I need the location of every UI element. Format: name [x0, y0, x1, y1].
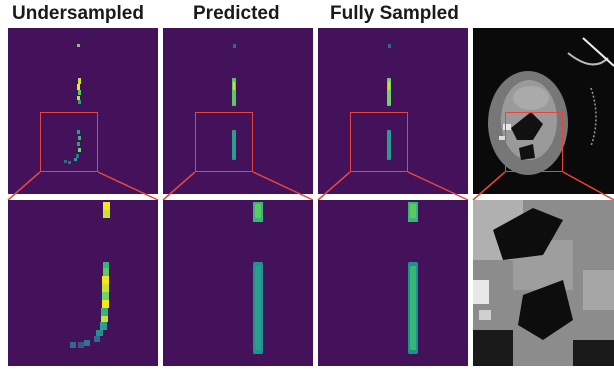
fully-sampled-zoom-image [408, 202, 418, 354]
title-fully-sampled: Fully Sampled [330, 3, 459, 24]
ct-zoom-image [473, 200, 614, 366]
roi-box [195, 112, 253, 172]
predicted-full-panel [163, 28, 313, 194]
undersampled-zoom-panel [8, 200, 158, 366]
title-predicted: Predicted [193, 3, 280, 24]
undersampled-full-image [64, 44, 81, 164]
ct-full-panel [473, 28, 614, 194]
title-undersampled: Undersampled [12, 3, 144, 24]
undersampled-full-panel [8, 28, 158, 194]
roi-box [40, 112, 98, 172]
fully-sampled-zoom-panel [318, 200, 468, 366]
roi-box [505, 112, 563, 172]
fully-sampled-full-image [387, 44, 391, 160]
predicted-full-image [232, 44, 236, 160]
undersampled-zoom-image [70, 202, 110, 348]
fully-sampled-full-panel [318, 28, 468, 194]
ct-zoom-panel [473, 200, 614, 366]
predicted-zoom-panel [163, 200, 313, 366]
roi-box [350, 112, 408, 172]
predicted-zoom-image [253, 202, 263, 354]
ct-full-image [488, 37, 614, 175]
